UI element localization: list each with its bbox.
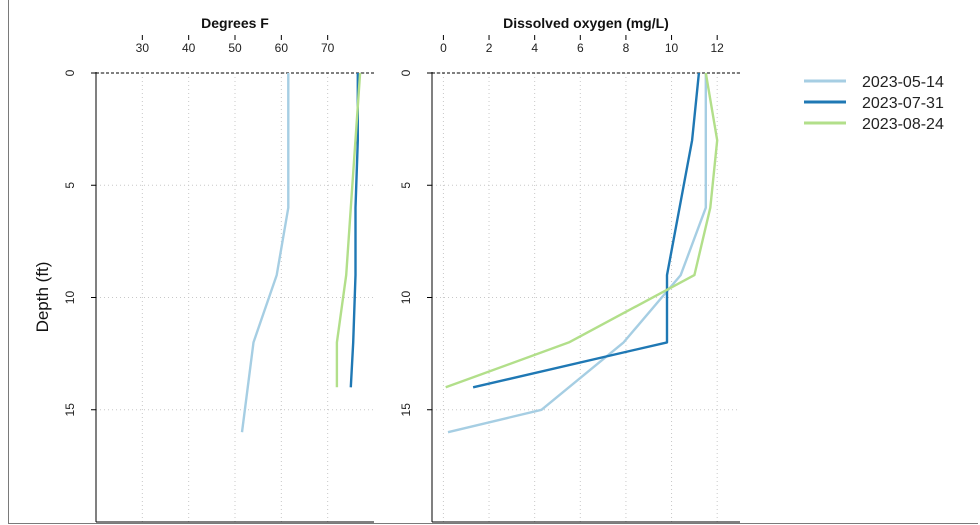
- y-tick-label: 5: [63, 182, 77, 189]
- legend-label-2023-05-14: 2023-05-14: [862, 74, 944, 91]
- x-tick-label: 60: [275, 41, 289, 55]
- x-tick-label: 40: [182, 41, 196, 55]
- x-tick-label: 12: [711, 41, 725, 55]
- y-tick-label: 10: [63, 291, 77, 305]
- temperature-panel: 30 40 50 60 70 0 5 10 15 Degrees F: [63, 15, 374, 523]
- figure-frame: [8, 0, 978, 524]
- y-tick-label: 0: [399, 69, 413, 76]
- legend-label-2023-07-31: 2023-07-31: [862, 95, 944, 112]
- x-tick-label: 4: [531, 41, 538, 55]
- panel-title: Dissolved oxygen (mg/L): [503, 15, 669, 31]
- panel-title: Degrees F: [201, 15, 269, 31]
- series-line-2023-08-24: [445, 72, 719, 389]
- series-line-2023-05-14: [240, 73, 290, 433]
- x-tick-label: 2: [486, 41, 493, 55]
- y-tick-label: 15: [399, 403, 413, 417]
- x-tick-label: 30: [136, 41, 150, 55]
- oxygen-panel: 0 2 4 6 8 10 12 0 5 10 15 Dissolved oxygen (mg/L): [399, 15, 740, 523]
- x-tick-label: 70: [321, 41, 335, 55]
- y-tick-label: 15: [63, 403, 77, 417]
- x-tick-label: 0: [440, 41, 447, 55]
- x-tick-label: 6: [577, 41, 584, 55]
- y-tick-label: 5: [399, 182, 413, 189]
- series-line-2023-07-31: [349, 73, 359, 388]
- legend-label-2023-08-24: 2023-08-24: [862, 116, 944, 133]
- y-tick-label: 0: [63, 69, 77, 76]
- legend: 2023-05-14 2023-07-31 2023-08-24: [804, 74, 944, 133]
- x-tick-label: 50: [228, 41, 242, 55]
- series-line-2023-07-31: [472, 72, 701, 389]
- series-line-2023-08-24: [335, 72, 362, 388]
- y-tick-label: 10: [399, 291, 413, 305]
- y-axis-label: Depth (ft): [33, 262, 52, 333]
- series-line-2023-05-14: [447, 73, 707, 434]
- x-tick-label: 8: [623, 41, 630, 55]
- x-tick-label: 10: [665, 41, 679, 55]
